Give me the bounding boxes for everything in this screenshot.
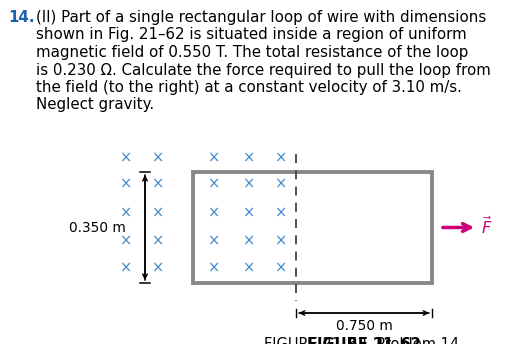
Text: ×: ×	[274, 151, 286, 165]
Text: is 0.230 Ω. Calculate the force required to pull the loop from: is 0.230 Ω. Calculate the force required…	[36, 63, 490, 77]
Text: shown in Fig. 21–62 is situated inside a region of uniform: shown in Fig. 21–62 is situated inside a…	[36, 28, 466, 43]
Text: 0.750 m: 0.750 m	[335, 319, 392, 333]
Text: ×: ×	[208, 176, 220, 192]
Text: ×: ×	[242, 205, 255, 221]
Text: Neglect gravity.: Neglect gravity.	[36, 97, 154, 112]
Text: ×: ×	[120, 260, 132, 276]
Text: ×: ×	[274, 176, 286, 192]
Text: ×: ×	[152, 151, 164, 165]
Text: magnetic field of 0.550 T. The total resistance of the loop: magnetic field of 0.550 T. The total res…	[36, 45, 468, 60]
Text: ×: ×	[242, 151, 255, 165]
Text: ×: ×	[152, 260, 164, 276]
Text: ×: ×	[208, 234, 220, 248]
Text: ×: ×	[152, 205, 164, 221]
Text: ×: ×	[274, 234, 286, 248]
Text: FIGURE 21–62  Problem 14.: FIGURE 21–62 Problem 14.	[264, 337, 463, 344]
Text: ×: ×	[208, 151, 220, 165]
Text: ×: ×	[120, 151, 132, 165]
Text: ×: ×	[152, 234, 164, 248]
Text: ×: ×	[274, 260, 286, 276]
Text: ×: ×	[274, 205, 286, 221]
Text: ×: ×	[242, 234, 255, 248]
Text: ×: ×	[120, 234, 132, 248]
Text: (II) Part of a single rectangular loop of wire with dimensions: (II) Part of a single rectangular loop o…	[36, 10, 485, 25]
Text: ×: ×	[120, 205, 132, 221]
Text: ×: ×	[152, 176, 164, 192]
Text: ×: ×	[208, 260, 220, 276]
Text: FIGURE 21–62: FIGURE 21–62	[307, 337, 420, 344]
Text: the field (to the right) at a constant velocity of 3.10 m/s.: the field (to the right) at a constant v…	[36, 80, 461, 95]
Text: ×: ×	[242, 176, 255, 192]
Text: ×: ×	[242, 260, 255, 276]
Text: ×: ×	[208, 205, 220, 221]
Text: 14.: 14.	[8, 10, 34, 25]
Text: 0.350 m: 0.350 m	[68, 221, 125, 235]
Text: ×: ×	[120, 176, 132, 192]
Text: $\vec{F}$: $\vec{F}$	[480, 217, 491, 238]
